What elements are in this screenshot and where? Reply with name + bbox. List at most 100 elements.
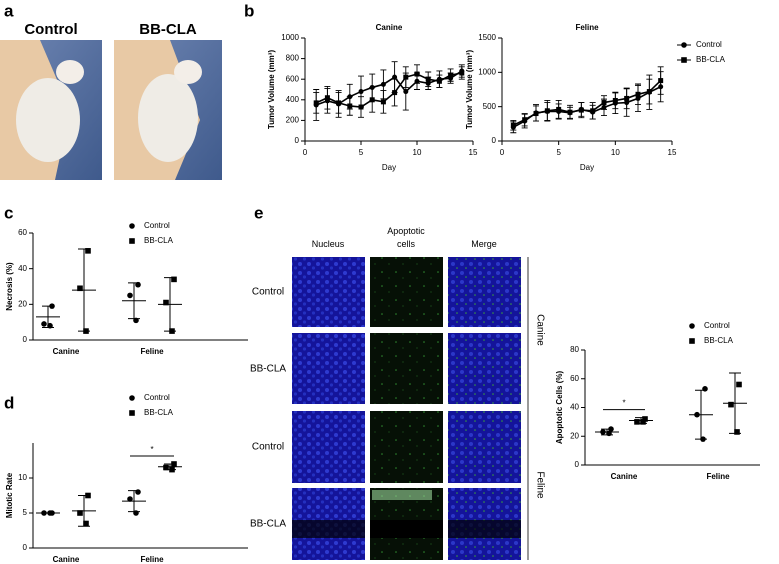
sd-bar: [164, 277, 176, 332]
data-point: [403, 89, 409, 95]
data-point: [135, 489, 141, 495]
data-point: [369, 97, 375, 103]
y-axis-title: Mitotic Rate: [5, 472, 14, 518]
legend-marker: [129, 395, 135, 401]
y-axis-title: Apoptotic Cells (%): [555, 371, 564, 445]
significance-label: *: [622, 399, 625, 408]
y-tick-label: 60: [18, 228, 27, 237]
group-label: Feline: [534, 471, 545, 499]
photo-label: Control: [24, 21, 77, 38]
significance-label: *: [150, 445, 153, 454]
data-point: [163, 299, 169, 306]
photo-label: BB-CLA: [139, 21, 197, 38]
data-point: [734, 429, 740, 435]
row-label: BB-CLA: [250, 364, 286, 375]
data-point: [544, 108, 550, 114]
y-tick-label: 400: [286, 95, 300, 104]
column-header: Apoptotic cells: [387, 226, 425, 249]
panel-label: d: [4, 393, 14, 412]
data-point: [127, 496, 133, 502]
data-point: [313, 100, 319, 106]
x-tick-label: 10: [413, 148, 422, 157]
x-tick-label: 0: [303, 148, 308, 157]
sd-bar: [695, 389, 707, 440]
x-tick-label: Canine: [611, 472, 638, 481]
y-tick-label: 60: [570, 374, 579, 383]
x-tick-label: 0: [500, 148, 505, 157]
photo: [114, 40, 222, 180]
legend-marker: [681, 57, 687, 63]
data-point: [702, 386, 708, 392]
panel-label: e: [254, 203, 263, 222]
legend-marker: [681, 42, 687, 48]
series-line: [512, 79, 662, 126]
series-line: [315, 70, 463, 106]
sd-bar: [729, 372, 741, 434]
data-point: [392, 74, 398, 80]
data-point: [728, 401, 734, 408]
data-point: [646, 89, 652, 95]
data-point: [324, 95, 330, 101]
legend-marker: [689, 338, 695, 344]
row-label: Control: [252, 287, 284, 298]
data-point: [642, 416, 648, 422]
data-point: [380, 81, 386, 87]
chart-title: Canine: [376, 23, 403, 32]
sd-bar: [635, 417, 647, 424]
data-point: [624, 95, 630, 101]
y-tick-label: 0: [295, 136, 300, 145]
data-point: [41, 321, 47, 327]
x-tick-label: Feline: [140, 555, 164, 564]
y-axis-title: Tumor Volume (mm³): [465, 50, 474, 130]
row-label: Control: [252, 442, 284, 453]
chart-title: Feline: [575, 23, 599, 32]
x-tick-label: Canine: [53, 555, 80, 564]
panel-label: c: [4, 203, 13, 222]
legend-label: BB-CLA: [144, 408, 174, 417]
data-point: [578, 107, 584, 113]
data-point: [533, 111, 539, 117]
sd-bar: [42, 305, 54, 329]
data-point: [436, 78, 442, 84]
y-tick-label: 80: [570, 345, 579, 354]
x-tick-label: 5: [359, 148, 364, 157]
sd-bar: [78, 495, 90, 527]
x-tick-label: 15: [469, 148, 478, 157]
y-tick-label: 0: [23, 335, 28, 344]
y-tick-label: 600: [286, 74, 300, 83]
data-point: [347, 103, 353, 109]
legend-marker: [129, 223, 135, 229]
panel-label: a: [4, 1, 14, 20]
data-point: [658, 78, 664, 84]
data-point: [736, 381, 742, 388]
data-point: [640, 419, 646, 425]
data-point: [336, 100, 342, 106]
group-label: Canine: [534, 314, 545, 346]
y-tick-label: 0: [492, 136, 497, 145]
data-point: [635, 91, 641, 97]
y-tick-label: 20: [570, 431, 579, 440]
y-tick-label: 1500: [478, 33, 496, 42]
data-point: [612, 97, 618, 103]
y-tick-label: 0: [23, 543, 28, 552]
y-tick-label: 0: [575, 460, 580, 469]
data-point: [425, 76, 431, 82]
y-tick-label: 40: [570, 403, 579, 412]
data-point: [590, 108, 596, 114]
y-tick-label: 1000: [281, 33, 299, 42]
panel-label: b: [244, 1, 254, 20]
data-point: [556, 106, 562, 112]
y-tick-label: 40: [18, 264, 27, 273]
legend-marker: [129, 410, 135, 416]
data-point: [85, 248, 91, 254]
data-point: [83, 520, 89, 527]
data-point: [448, 72, 454, 78]
sd-bar: [128, 490, 140, 513]
y-axis-title: Necrosis (%): [5, 262, 14, 311]
sd-bar: [601, 428, 613, 436]
data-point: [459, 70, 465, 76]
y-tick-label: 500: [483, 102, 497, 111]
row-label: BB-CLA: [250, 519, 286, 530]
legend-marker: [689, 323, 695, 329]
data-point: [510, 122, 516, 128]
